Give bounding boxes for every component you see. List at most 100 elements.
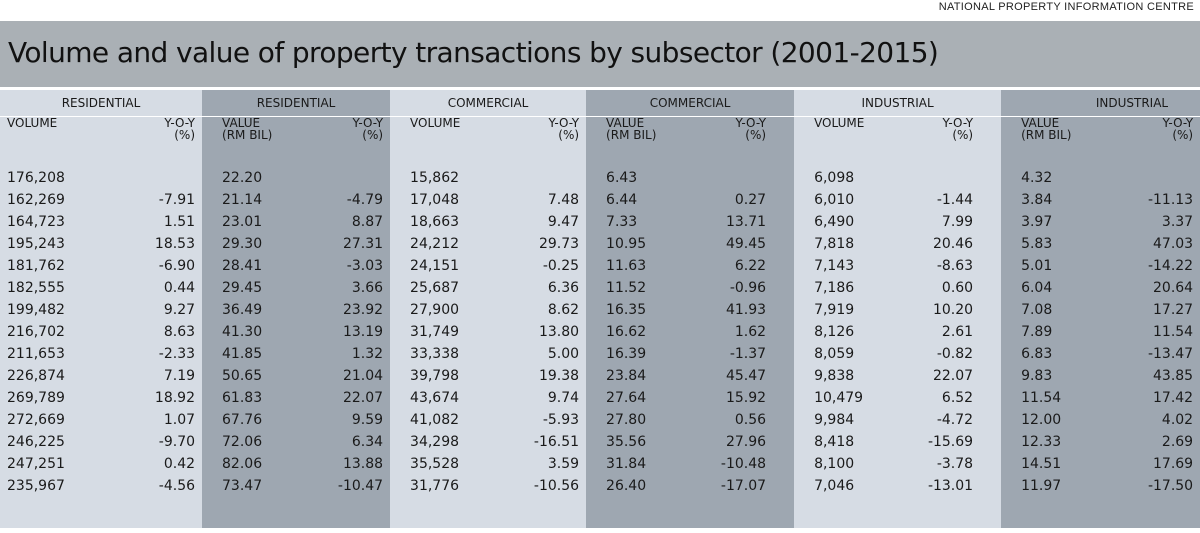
industrial-volume-yoy-cell: -0.82: [936, 346, 974, 362]
commercial-volume-cell: 18,663: [410, 214, 460, 230]
industrial-volume-cell: 6,490: [814, 214, 855, 230]
residential-value-cell: 29.30: [222, 236, 263, 252]
residential-value-cell: 22.20: [222, 170, 263, 186]
residential-value-cell: 72.06: [222, 434, 263, 450]
residential-value-yoy-cell: 22.07: [342, 390, 384, 406]
table-row: 199,482 9.27 36.49 23.92 27,900 8.62 16.35 41.9…: [0, 299, 1200, 321]
industrial-value-cell: 12.00: [1021, 412, 1062, 428]
commercial-value-yoy-cell: 49.45: [725, 236, 767, 252]
commercial-value-cell: 6.43: [606, 170, 638, 186]
residential-volume-cell: 235,967: [7, 478, 65, 494]
commercial-volume-cell: 33,338: [410, 346, 460, 362]
commercial-value-yoy-cell: 0.56: [734, 412, 767, 428]
section-header-industrial: INDUSTRIAL: [794, 90, 1002, 117]
commercial-volume-cell: 31,749: [410, 324, 460, 340]
residential-volume-yoy-cell: 0.44: [163, 280, 196, 296]
residential-volume-yoy-cell: 8.63: [163, 324, 196, 340]
commercial-volume-band: [390, 90, 586, 528]
industrial-volume-band: [794, 90, 1001, 528]
industrial-value-cell: 4.32: [1021, 170, 1053, 186]
residential-volume-yoy-cell: -4.56: [158, 478, 196, 494]
commercial-volume-cell: 24,212: [410, 236, 460, 252]
industrial-volume-cell: 9,838: [814, 368, 855, 384]
industrial-value-yoy-cell: [1101, 167, 1200, 189]
commercial-volume-yoy-cell: 6.36: [547, 280, 580, 296]
header-value: VALUE (RM BIL): [606, 116, 657, 142]
commercial-volume-cell: 41,082: [410, 412, 460, 428]
industrial-volume-yoy-cell: [899, 167, 1001, 189]
industrial-value-yoy-cell: -14.22: [1147, 258, 1194, 274]
residential-value-band: [202, 90, 390, 528]
commercial-value-cell: 27.80: [606, 412, 647, 428]
commercial-volume-yoy-cell: -5.93: [542, 412, 580, 428]
commercial-value-yoy-cell: 13.71: [725, 214, 767, 230]
header-yoy: Y-O-Y (%): [548, 116, 580, 142]
commercial-value-yoy-cell: 27.96: [725, 434, 767, 450]
commercial-volume-cell: 43,674: [410, 390, 460, 406]
table-row: 246,225 -9.70 72.06 6.34 34,298 -16.51 35.56 27…: [0, 431, 1200, 453]
industrial-value-yoy-cell: -13.47: [1147, 346, 1194, 362]
industrial-value-cell: 6.83: [1021, 346, 1053, 362]
residential-value-cell: 28.41: [222, 258, 263, 274]
commercial-volume-yoy-cell: 9.74: [547, 390, 580, 406]
commercial-volume-yoy-cell: 3.59: [547, 456, 580, 472]
commercial-value-cell: 31.84: [606, 456, 647, 472]
header-volume: VOLUME: [7, 116, 58, 130]
residential-value-yoy-cell: 21.04: [342, 368, 384, 384]
industrial-value-cell: 9.83: [1021, 368, 1053, 384]
commercial-value-yoy-cell: [686, 167, 794, 189]
table-row: 164,723 1.51 23.01 8.87 18,663 9.47 7.33 13.71 6…: [0, 211, 1200, 233]
header-volume: VOLUME: [410, 116, 461, 130]
residential-value-cell: 50.65: [222, 368, 263, 384]
residential-volume-yoy-cell: 7.19: [163, 368, 196, 384]
table-row: 269,789 18.92 61.83 22.07 43,674 9.74 27.64 15.…: [0, 387, 1200, 409]
industrial-value-cell: 5.83: [1021, 236, 1053, 252]
table-row: 162,269 -7.91 21.14 -4.79 17,048 7.48 6.44 0.27…: [0, 189, 1200, 211]
commercial-value-yoy-cell: -0.96: [729, 280, 767, 296]
commercial-volume-yoy-cell: 13.80: [538, 324, 580, 340]
industrial-value-cell: 3.84: [1021, 192, 1053, 208]
residential-value-yoy-cell: 13.19: [342, 324, 384, 340]
residential-value-yoy-cell: 1.32: [351, 346, 384, 362]
table-row: 226,874 7.19 50.65 21.04 39,798 19.38 23.84 45.…: [0, 365, 1200, 387]
residential-volume-cell: 164,723: [7, 214, 65, 230]
industrial-value-yoy-cell: 47.03: [1153, 236, 1194, 252]
industrial-value-yoy-cell: 17.42: [1153, 390, 1194, 406]
residential-value-cell: 21.14: [222, 192, 263, 208]
industrial-volume-yoy-cell: 10.20: [932, 302, 974, 318]
industrial-value-cell: 6.04: [1021, 280, 1053, 296]
industrial-volume-cell: 7,818: [814, 236, 855, 252]
section-header-commercial: COMMERCIAL: [390, 90, 587, 117]
commercial-volume-yoy-cell: -0.25: [542, 258, 580, 274]
industrial-volume-yoy-cell: -8.63: [936, 258, 974, 274]
residential-volume-yoy-cell: 18.92: [154, 390, 196, 406]
commercial-value-cell: 35.56: [606, 434, 647, 450]
industrial-value-yoy-cell: -17.50: [1147, 478, 1194, 494]
commercial-volume-cell: 39,798: [410, 368, 460, 384]
industrial-volume-cell: 7,143: [814, 258, 855, 274]
residential-volume-band: [0, 90, 202, 528]
residential-volume-cell: 176,208: [7, 170, 65, 186]
title-separator: [0, 87, 1200, 90]
industrial-value-yoy-cell: 2.69: [1161, 434, 1194, 450]
industrial-volume-yoy-cell: 20.46: [932, 236, 974, 252]
residential-volume-yoy-cell: -2.33: [158, 346, 196, 362]
commercial-volume-yoy-cell: -16.51: [533, 434, 580, 450]
residential-volume-yoy-cell: 18.53: [154, 236, 196, 252]
commercial-volume-yoy-cell: 7.48: [547, 192, 580, 208]
industrial-volume-yoy-cell: -13.01: [927, 478, 974, 494]
industrial-value-yoy-cell: 17.69: [1153, 456, 1194, 472]
industrial-volume-cell: 7,919: [814, 302, 855, 318]
commercial-volume-cell: 31,776: [410, 478, 460, 494]
residential-volume-yoy-cell: 1.07: [163, 412, 196, 428]
header-yoy: Y-O-Y (%): [735, 116, 767, 142]
commercial-value-yoy-cell: 6.22: [734, 258, 767, 274]
residential-value-yoy-cell: -3.03: [346, 258, 384, 274]
industrial-value-cell: 11.97: [1021, 478, 1062, 494]
page-title: Volume and value of property transaction…: [8, 36, 939, 69]
header-volume: VOLUME: [814, 116, 865, 130]
residential-volume-cell: 226,874: [7, 368, 65, 384]
commercial-volume-yoy-cell: 19.38: [538, 368, 580, 384]
industrial-value-yoy-cell: 3.37: [1161, 214, 1194, 230]
header-value: VALUE (RM BIL): [1021, 116, 1072, 142]
